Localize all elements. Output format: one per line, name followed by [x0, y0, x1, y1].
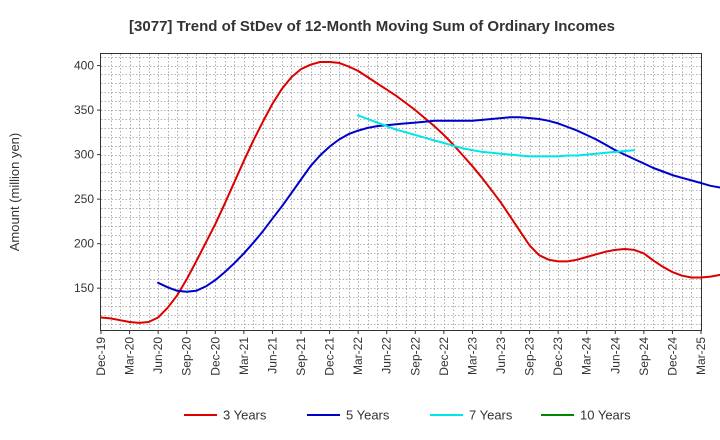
y-tick-label: 350	[74, 103, 94, 117]
y-tick-label: 400	[74, 59, 94, 73]
x-tick-label: Mar-24	[580, 337, 594, 375]
x-tick-label: Jun-22	[380, 337, 394, 374]
series-line-3-years	[100, 61, 720, 324]
x-tick-label: Jun-23	[494, 337, 508, 374]
y-axis-ticks: 150 200 250 300 350 400	[74, 59, 101, 295]
x-tick-label: Jun-21	[265, 337, 279, 374]
grid-lines	[101, 54, 701, 330]
x-tick-label: Sep-24	[637, 337, 651, 376]
x-tick-label: Dec-21	[323, 337, 337, 376]
y-axis-label: Amount (million yen)	[7, 133, 22, 252]
x-tick-label: Jun-24	[608, 337, 622, 374]
x-tick-label: Mar-20	[123, 337, 137, 375]
x-tick-label: Dec-20	[208, 337, 222, 376]
y-tick-label: 250	[74, 192, 94, 206]
x-tick-label: Jun-20	[151, 337, 165, 374]
x-tick-label: Mar-22	[351, 337, 365, 375]
series-line-7-years	[357, 114, 636, 158]
legend-label-3-years: 3 Years	[223, 408, 267, 423]
legend-label-10-years: 10 Years	[580, 408, 631, 423]
x-tick-label: Mar-21	[237, 337, 251, 375]
series-lines	[100, 61, 720, 324]
x-tick-label: Dec-24	[665, 337, 679, 376]
plot-area-frame	[100, 53, 702, 331]
x-tick-label: Sep-23	[523, 337, 537, 376]
chart-title: [3077] Trend of StDev of 12-Month Moving…	[129, 18, 615, 35]
x-tick-label: Dec-19	[94, 337, 108, 376]
y-tick-label: 150	[74, 281, 94, 295]
legend-label-5-years: 5 Years	[346, 408, 390, 423]
x-tick-label: Sep-20	[180, 337, 194, 376]
y-tick-label: 300	[74, 148, 94, 162]
x-tick-label: Sep-21	[294, 337, 308, 376]
x-tick-label: Mar-25	[694, 337, 708, 375]
x-tick-label: Mar-23	[465, 337, 479, 375]
x-tick-label: Sep-22	[408, 337, 422, 376]
x-axis-ticks: Dec-19 Mar-20 Jun-20 Sep-20 Dec-20 Mar-21 Jun-…	[94, 330, 708, 376]
x-tick-label: Dec-23	[551, 337, 565, 376]
y-tick-label: 200	[74, 237, 94, 251]
x-tick-label: Dec-22	[437, 337, 451, 376]
series-line-5-years	[157, 116, 720, 293]
legend-label-7-years: 7 Years	[469, 408, 513, 423]
legend: 3 Years 5 Years 7 Years 10 Years	[184, 408, 631, 423]
